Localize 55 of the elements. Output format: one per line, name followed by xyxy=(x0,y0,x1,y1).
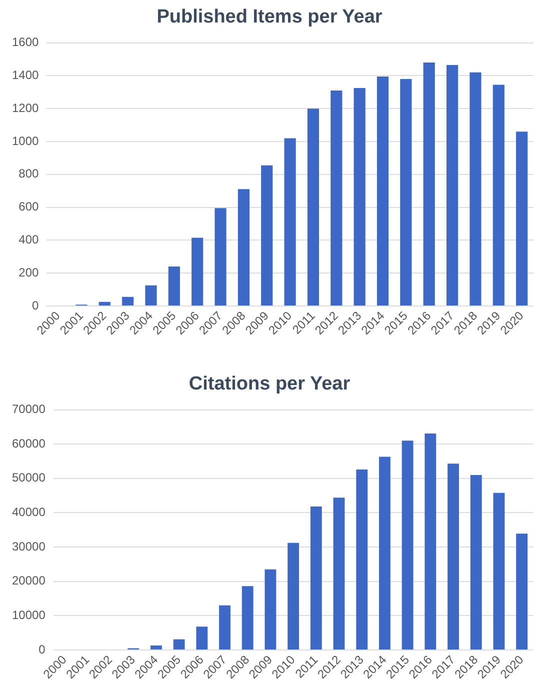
bar xyxy=(446,65,458,306)
chart-title: Citations per Year xyxy=(188,374,351,395)
bar xyxy=(150,645,162,650)
y-tick-label: 1600 xyxy=(12,35,40,50)
y-tick-label: 1000 xyxy=(12,134,40,148)
bar xyxy=(330,90,342,306)
bar xyxy=(214,208,226,306)
bar xyxy=(261,165,273,306)
bar xyxy=(122,296,134,306)
bar xyxy=(145,285,157,306)
bar xyxy=(448,464,459,650)
bar xyxy=(400,78,412,306)
bar xyxy=(219,605,230,650)
y-tick-label: 0 xyxy=(38,642,46,656)
bar xyxy=(356,469,368,650)
y-tick-label: 50000 xyxy=(12,470,46,485)
bar xyxy=(423,62,435,306)
bar xyxy=(492,84,504,306)
y-tick-label: 30000 xyxy=(12,539,46,554)
bar xyxy=(333,498,345,650)
bar xyxy=(516,132,528,306)
bar xyxy=(264,569,276,650)
y-tick-label: 800 xyxy=(18,166,40,181)
y-tick-label: 70000 xyxy=(12,402,46,416)
bar xyxy=(196,626,208,650)
bar xyxy=(173,639,185,650)
bar xyxy=(242,586,254,650)
bar xyxy=(376,76,389,306)
bar xyxy=(516,534,528,650)
y-tick-label: 1400 xyxy=(12,68,40,82)
y-tick-label: 600 xyxy=(18,200,40,214)
y-tick-label: 10000 xyxy=(12,608,46,622)
bar xyxy=(379,456,390,650)
bar xyxy=(493,492,505,650)
bar xyxy=(354,88,366,306)
y-tick-label: 0 xyxy=(32,298,40,312)
bar xyxy=(192,238,204,306)
bar xyxy=(288,542,300,650)
y-tick-label: 1200 xyxy=(12,100,40,115)
y-tick-label: 20000 xyxy=(12,574,46,588)
bar xyxy=(310,506,322,650)
y-tick-label: 400 xyxy=(18,232,40,246)
bar xyxy=(284,138,296,306)
bar xyxy=(470,474,482,650)
y-tick-label: 60000 xyxy=(12,436,46,450)
y-tick-label: 40000 xyxy=(12,505,46,520)
bar xyxy=(98,302,110,306)
bar xyxy=(424,433,436,650)
bar xyxy=(402,440,414,650)
bar xyxy=(238,189,250,306)
bar xyxy=(470,72,482,306)
y-tick-label: 200 xyxy=(18,265,40,280)
bar xyxy=(307,108,320,306)
bar xyxy=(168,266,180,306)
chart-title: Published Items per Year xyxy=(156,6,383,28)
